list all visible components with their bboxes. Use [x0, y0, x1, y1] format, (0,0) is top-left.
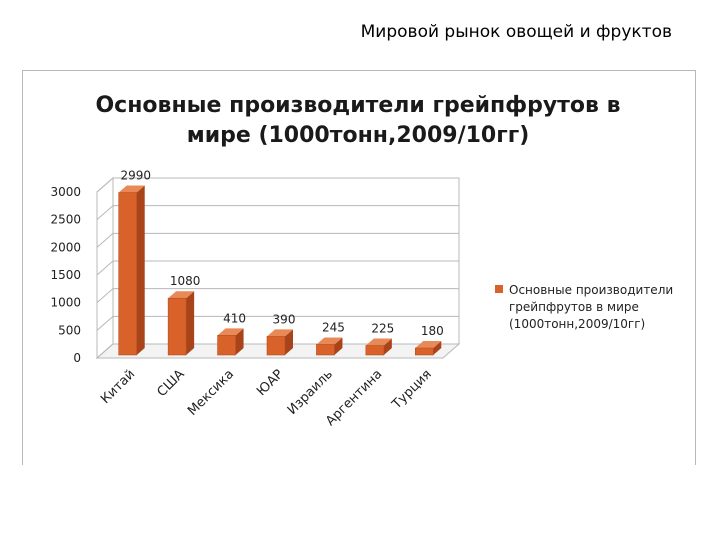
- legend-label: (1000тонн,2009/10гг): [509, 317, 645, 331]
- slide-title: Мировой рынок овощей и фруктов: [360, 22, 672, 42]
- bar-side: [285, 329, 293, 355]
- y-tick-label: 3000: [50, 185, 81, 199]
- data-label: 390: [273, 312, 296, 326]
- bar-top: [365, 338, 392, 346]
- bar-top: [118, 185, 145, 193]
- y-tick-label: 2000: [50, 240, 81, 254]
- bar: [316, 337, 343, 356]
- y-tick-label: 0: [73, 351, 81, 365]
- legend-swatch: [495, 285, 503, 293]
- category-label: Израиль: [285, 367, 336, 418]
- bar: [266, 329, 293, 356]
- category-label: ЮАР: [254, 367, 286, 399]
- bar-top: [168, 291, 195, 299]
- bar-front: [118, 192, 138, 356]
- bar-side: [235, 328, 244, 355]
- y-tick-label: 1500: [50, 268, 81, 282]
- bar-top: [267, 329, 293, 337]
- plot-area: 0 500 1000 1500 2000 2500 3000 2990 Китай 1080 США…: [50, 169, 461, 429]
- bar: [167, 291, 195, 356]
- gridline: [96, 177, 459, 193]
- data-label: 245: [322, 320, 345, 334]
- bar-front: [316, 344, 335, 356]
- bar: [414, 341, 442, 356]
- gridline: [96, 315, 459, 331]
- bar-front: [414, 347, 434, 356]
- y-tick-label: 1000: [50, 296, 81, 310]
- bar-side: [433, 341, 442, 355]
- data-label: 180: [421, 324, 444, 338]
- data-label: 1080: [170, 274, 201, 288]
- legend: Основные производители грейпфрутов в мире…: [495, 283, 673, 331]
- bar-top: [316, 337, 343, 345]
- gridline: [96, 343, 459, 359]
- bar: [365, 338, 392, 356]
- bar-front: [365, 345, 385, 356]
- category-label: Турция: [389, 367, 435, 413]
- data-label: 410: [223, 311, 246, 325]
- chart-title-line-1: Основные производители грейпфрутов в: [95, 93, 620, 118]
- bar-top: [217, 328, 244, 336]
- legend-label: грейпфрутов в мире: [509, 300, 639, 314]
- bar-side: [334, 337, 343, 355]
- gridline: [96, 288, 459, 304]
- data-label: 225: [371, 322, 394, 336]
- y-tick-label: 2500: [50, 213, 81, 227]
- chart-title-line-2: мире (1000тонн,2009/10гг): [187, 123, 530, 148]
- data-label: 2990: [120, 169, 151, 183]
- bar: [118, 185, 145, 356]
- bar-front: [167, 297, 187, 356]
- gridline: [96, 205, 459, 221]
- bar-top: [415, 341, 442, 349]
- bar: [217, 328, 244, 356]
- bar-side: [136, 185, 145, 355]
- bar-side: [186, 291, 195, 355]
- category-label: Мексика: [185, 367, 237, 419]
- bar-front: [217, 335, 236, 356]
- gridline: [96, 260, 459, 276]
- y-tick-label: 500: [58, 323, 81, 337]
- category-label: Китай: [98, 367, 138, 407]
- category-label: США: [154, 367, 187, 400]
- gridline: [96, 232, 459, 248]
- bar-side: [383, 338, 392, 355]
- legend-label: Основные производители: [509, 283, 673, 297]
- chart-frame: [22, 70, 696, 465]
- bar-front: [266, 336, 286, 356]
